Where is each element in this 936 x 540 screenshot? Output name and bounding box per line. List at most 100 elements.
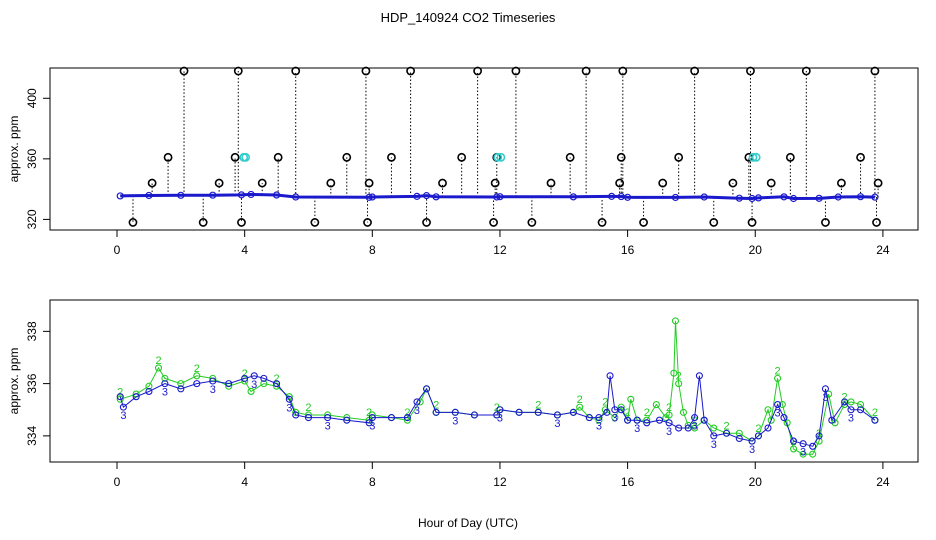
series-point [576,403,584,411]
series-point [285,395,293,403]
calibration-point [198,218,208,227]
series-marker-label: 2 [676,371,682,383]
baseline-point [247,190,255,199]
series-point [119,403,127,411]
series-point [177,385,185,393]
series-point [585,414,593,422]
series-point [247,387,255,396]
series-marker-label: 3 [800,447,806,459]
series-marker-label: 2 [723,420,729,432]
calibration-point [230,152,240,162]
series-marker-label: 2 [305,402,311,414]
series-point [684,424,692,432]
calibration-point [821,218,830,227]
series-marker-label: 2 [577,394,583,406]
series-point [496,406,504,414]
series-point [260,380,268,388]
calibration-point [257,178,267,188]
calibration-point [785,152,795,162]
series-point [778,400,786,409]
series-marker-label: 3 [251,379,257,391]
series-marker-label: 2 [755,423,761,435]
cyan-point [241,152,251,162]
series-point [764,406,772,414]
series-marker-label: 3 [369,421,375,433]
y-tick-label: 320 [25,209,39,229]
series-point [828,416,836,424]
calibration-point [214,178,224,188]
baseline-point [834,193,842,201]
calibration-point [273,152,283,162]
baseline-point [569,193,577,201]
baseline-point [496,193,504,201]
x-tick-label: 20 [749,475,763,489]
calibration-point [438,178,447,188]
baseline-point [780,193,788,201]
series-marker-label: 3 [749,444,755,456]
series-marker-label: 2 [242,368,248,380]
series-point [774,400,782,409]
y-tick-label: 400 [25,88,39,108]
calibration-point [546,178,556,188]
series-marker-label: 3 [692,421,698,433]
calibration-point [326,178,336,188]
series-point [493,411,501,419]
calibration-point [801,66,811,76]
calibration-point [310,218,320,227]
calibration-point [616,152,626,162]
x-tick-label: 16 [621,243,635,257]
calibration-point [342,152,352,162]
x-tick-label: 20 [749,243,763,257]
baseline-point [754,194,763,202]
calibration-point [147,178,157,188]
series-point [857,406,865,414]
series-point [617,406,625,414]
series-point [515,408,523,416]
series-point [799,440,807,448]
series-marker-label: 3 [120,410,126,422]
calibration-point [658,178,668,188]
series-marker-label: 3 [210,384,216,396]
series-point [655,416,664,424]
calibration-point [457,152,467,162]
series-point [857,400,865,409]
series-point [161,374,169,382]
series-marker-label: 2 [775,365,781,377]
series-point [624,416,632,424]
baseline-point [237,191,246,199]
x-axis-label: Hour of Day (UTC) [418,516,518,530]
series-point [691,414,699,422]
baseline-point [671,193,680,202]
top-calibration-drop-lines [132,71,879,223]
series-point [365,419,373,427]
calibration-point [674,152,684,162]
series-point [273,380,281,388]
baseline-point [493,193,501,201]
calibration-point [527,218,537,227]
series-point [145,382,153,390]
calibration-point [363,218,372,227]
calibration-point [179,66,189,76]
x-tick-label: 16 [621,475,635,489]
series-point [209,377,217,385]
y-tick-label: 336 [25,373,39,393]
calibration-point [870,66,880,76]
series-point [671,317,680,325]
series-point [735,429,743,437]
series-marker-label: 2 [274,373,280,385]
series-point [403,414,411,422]
series-point [116,393,124,401]
series-point [710,432,718,440]
series-point [161,380,169,388]
calibration-point [422,218,431,227]
series-point [292,411,300,419]
y-tick-label: 360 [25,149,39,169]
baseline-point [422,192,431,200]
bottom-y-axis-label: approx. ppm [7,348,21,415]
calibration-point [747,218,757,227]
series-point [387,414,396,422]
series-marker-label: 2 [625,407,631,419]
calibration-point [291,66,301,76]
